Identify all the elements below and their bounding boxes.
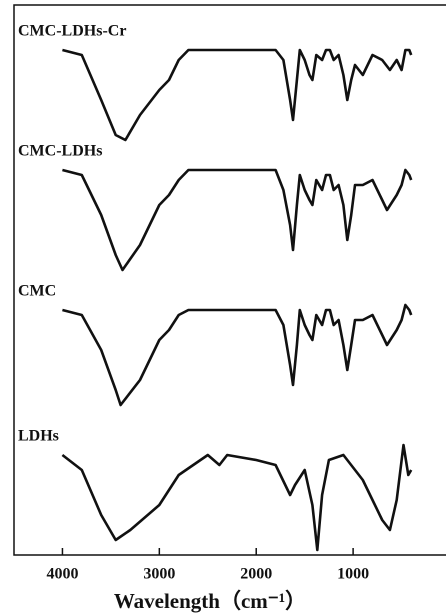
x-tick-label: 2000 (240, 566, 272, 583)
spectrum-line (62, 168, 413, 272)
x-tick-label: 4000 (46, 566, 78, 583)
spectrum-line (62, 48, 413, 142)
series-label: CMC-LDHs-Cr (18, 23, 126, 40)
spectrum-line (62, 303, 413, 407)
plot-frame (13, 4, 446, 556)
x-axis-label: Wavelength（cm⁻¹） (114, 589, 306, 613)
series-label: LDHs (18, 428, 59, 445)
series-label: CMC (18, 283, 56, 300)
spectrum-line (61, 443, 413, 552)
x-tick-label: 3000 (143, 566, 175, 583)
x-tick-label: 1000 (337, 566, 369, 583)
series-label: CMC-LDHs (18, 143, 102, 160)
